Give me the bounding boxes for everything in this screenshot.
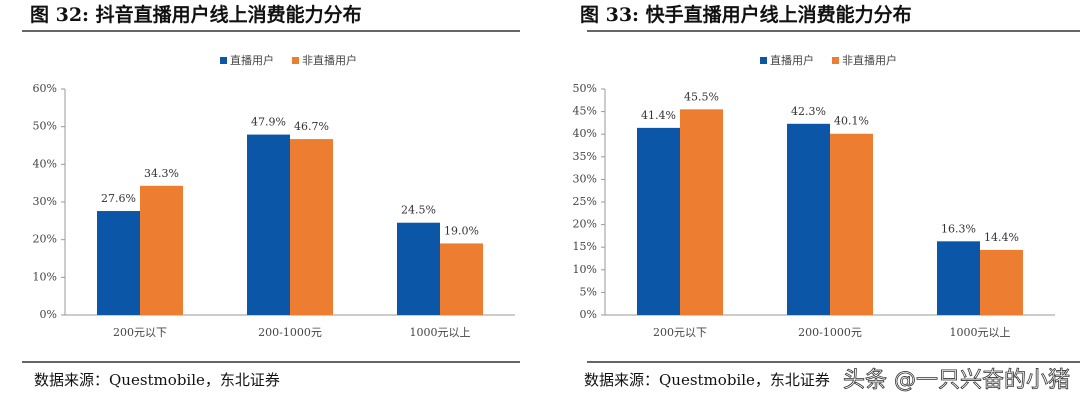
data-label: 45.5% (684, 90, 719, 103)
legend-swatch (832, 57, 839, 64)
bar (290, 139, 333, 315)
y-tick-label: 10% (573, 263, 597, 276)
bar (637, 127, 680, 315)
y-tick-label: 50% (33, 120, 57, 133)
y-tick-label: 20% (33, 233, 57, 246)
bar (680, 109, 723, 315)
legend-label: 直播用户 (770, 53, 814, 67)
y-tick-label: 30% (33, 195, 57, 208)
data-label: 42.3% (791, 105, 826, 118)
legend-swatch (292, 57, 299, 64)
x-tick-label: 200元以下 (113, 326, 167, 339)
watermark: 头条 @一只兴奋的小猪 (843, 368, 1070, 393)
y-tick-label: 30% (573, 172, 597, 185)
y-tick-label: 45% (573, 105, 597, 118)
legend-label: 非直播用户 (302, 53, 357, 67)
y-tick-label: 35% (573, 150, 597, 163)
y-tick-label: 25% (573, 195, 597, 208)
data-label: 46.7% (294, 120, 329, 133)
data-label: 19.0% (444, 224, 479, 237)
y-tick-label: 10% (33, 270, 57, 283)
x-tick-label: 1000元以上 (410, 326, 471, 339)
legend-label: 非直播用户 (842, 53, 897, 67)
y-tick-label: 0% (580, 308, 597, 321)
x-tick-label: 1000元以上 (950, 326, 1011, 339)
chart-title: 图 32: 抖音直播用户线上消费能力分布 (30, 3, 362, 26)
legend-label: 直播用户 (230, 53, 274, 67)
y-tick-label: 40% (33, 157, 57, 170)
bar (787, 123, 830, 315)
bar (247, 134, 290, 315)
y-tick-label: 40% (573, 127, 597, 140)
bar (980, 249, 1023, 315)
data-label: 40.1% (834, 115, 869, 128)
x-tick-label: 200元以下 (653, 326, 707, 339)
bar (937, 241, 980, 315)
data-label: 16.3% (941, 222, 976, 235)
y-tick-label: 20% (573, 218, 597, 231)
bar (397, 222, 440, 315)
bar (440, 243, 483, 315)
bar (97, 211, 140, 315)
y-tick-label: 60% (33, 82, 57, 95)
source: 数据来源：Questmobile，东北证券 (584, 371, 830, 389)
data-label: 41.4% (641, 109, 676, 122)
chart-title: 图 33: 快手直播用户线上消费能力分布 (580, 3, 912, 26)
source: 数据来源：Questmobile，东北证券 (34, 371, 280, 389)
bar (830, 133, 873, 315)
data-label: 47.9% (251, 116, 286, 129)
data-label: 14.4% (984, 231, 1019, 244)
x-tick-label: 200-1000元 (798, 326, 862, 339)
y-tick-label: 50% (573, 82, 597, 95)
data-label: 24.5% (401, 204, 436, 217)
data-label: 27.6% (101, 192, 136, 205)
x-tick-label: 200-1000元 (258, 326, 322, 339)
y-tick-label: 15% (573, 240, 597, 253)
legend-swatch (220, 57, 227, 64)
bar (140, 185, 183, 315)
y-tick-label: 5% (580, 285, 597, 298)
data-label: 34.3% (144, 167, 179, 180)
y-tick-label: 0% (40, 308, 57, 321)
legend-swatch (760, 57, 767, 64)
